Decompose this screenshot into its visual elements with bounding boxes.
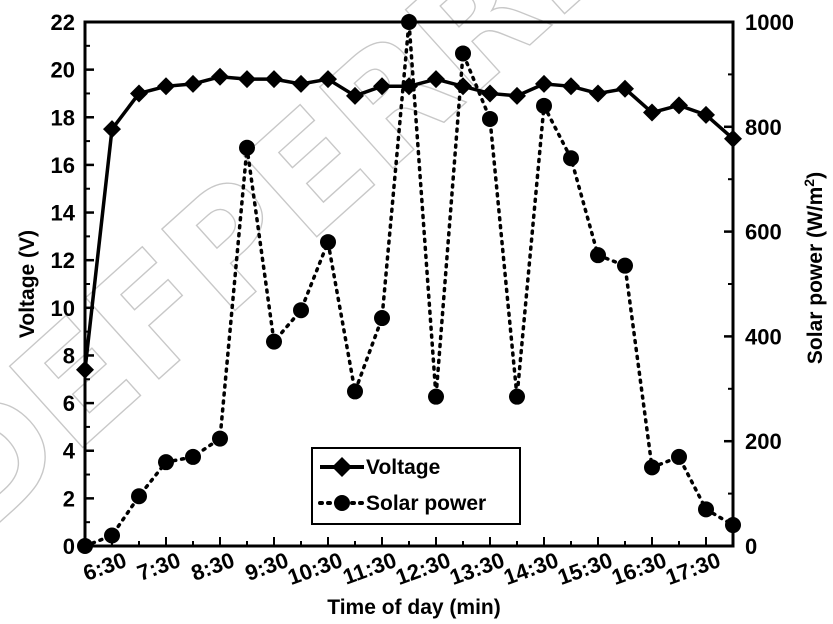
right-tick-label: 200 bbox=[745, 429, 782, 454]
voltage-point bbox=[562, 77, 580, 96]
solar-power-point bbox=[644, 459, 660, 476]
left-tick-label: 12 bbox=[51, 248, 75, 273]
solar-power-point bbox=[266, 333, 282, 350]
solar-power-point bbox=[239, 139, 255, 156]
legend: Voltage Solar power bbox=[311, 447, 521, 525]
right-tick-label: 400 bbox=[745, 324, 782, 349]
right-axis: 0 200 400 600 800 1000 bbox=[724, 10, 794, 559]
voltage-point bbox=[535, 74, 553, 93]
legend-voltage-marker bbox=[332, 457, 352, 477]
solar-power-point bbox=[563, 150, 579, 167]
solar-power-point bbox=[536, 97, 552, 114]
solar-power-point bbox=[212, 430, 228, 447]
voltage-point bbox=[616, 79, 634, 98]
solar-power-point bbox=[455, 45, 471, 62]
voltage-point bbox=[724, 129, 742, 148]
left-tick-label: 16 bbox=[51, 153, 75, 178]
voltage-point bbox=[103, 120, 121, 139]
right-axis-title-end: ) bbox=[804, 172, 827, 179]
legend-solar-label: Solar power bbox=[366, 492, 486, 515]
solar-power-point bbox=[158, 454, 174, 471]
left-tick-label: 14 bbox=[51, 201, 76, 226]
voltage-point bbox=[76, 360, 94, 379]
voltage-point bbox=[346, 86, 364, 105]
x-tick-label: 12:30 bbox=[392, 547, 453, 590]
left-tick-label: 0 bbox=[63, 534, 75, 559]
solar-power-point bbox=[77, 538, 93, 554]
x-tick-label: 8:30 bbox=[188, 547, 238, 586]
left-tick-label: 6 bbox=[63, 391, 75, 416]
voltage-point bbox=[643, 103, 661, 122]
solar-power-point bbox=[347, 383, 363, 400]
voltage-point bbox=[481, 84, 499, 103]
legend-voltage-label: Voltage bbox=[366, 456, 440, 479]
solar-power-point bbox=[320, 234, 336, 251]
solar-power-point bbox=[131, 488, 147, 505]
solar-power-point bbox=[104, 527, 120, 544]
legend-box bbox=[311, 447, 521, 525]
voltage-point bbox=[292, 74, 310, 93]
left-tick-label: 10 bbox=[51, 296, 75, 321]
x-tick-label: 14:30 bbox=[500, 547, 561, 590]
voltage-point bbox=[211, 67, 229, 86]
voltage-point bbox=[238, 70, 256, 89]
voltage-point bbox=[373, 77, 391, 96]
right-axis-title-main: Solar power (W/m bbox=[804, 187, 827, 364]
voltage-point bbox=[427, 70, 445, 89]
right-tick-label: 800 bbox=[745, 115, 782, 140]
legend-solar-marker bbox=[334, 495, 350, 511]
solar-power-point bbox=[401, 14, 417, 30]
voltage-point bbox=[157, 77, 175, 96]
voltage-point bbox=[319, 70, 337, 89]
voltage-point bbox=[130, 84, 148, 103]
solar-power-point bbox=[698, 501, 714, 518]
voltage-point bbox=[670, 96, 688, 115]
solar-power-point bbox=[374, 310, 390, 327]
left-tick-label: 2 bbox=[63, 486, 75, 511]
solar-power-point bbox=[482, 110, 498, 127]
x-axis-title: Time of day (min) bbox=[327, 596, 500, 619]
left-tick-label: 22 bbox=[51, 10, 75, 35]
x-tick-label: 11:30 bbox=[339, 547, 399, 589]
voltage-point bbox=[184, 74, 202, 93]
solar-power-point bbox=[428, 388, 444, 405]
x-tick-label: 17:30 bbox=[662, 547, 723, 590]
x-tick-label: 13:30 bbox=[446, 547, 507, 590]
left-axis-title: Voltage (V) bbox=[16, 230, 39, 338]
solar-power-point bbox=[617, 257, 633, 274]
voltage-point bbox=[265, 70, 283, 89]
left-tick-label: 4 bbox=[63, 439, 76, 464]
left-tick-label: 8 bbox=[63, 343, 75, 368]
series-layer bbox=[76, 14, 742, 554]
solar-power-point bbox=[185, 448, 201, 465]
x-tick-label: 7:30 bbox=[134, 547, 184, 586]
solar-power-point bbox=[293, 302, 309, 319]
voltage-point bbox=[508, 86, 526, 105]
right-axis-title-sup: 2 bbox=[801, 179, 817, 187]
solar-power-point bbox=[725, 517, 741, 534]
x-tick-label: 10:30 bbox=[284, 547, 345, 590]
voltage-point bbox=[697, 105, 715, 124]
left-tick-label: 20 bbox=[51, 58, 75, 83]
right-tick-label: 0 bbox=[745, 534, 757, 559]
right-tick-label: 600 bbox=[745, 220, 782, 245]
right-tick-label: 1000 bbox=[745, 10, 794, 35]
solar-power-point bbox=[671, 448, 687, 465]
left-tick-label: 18 bbox=[51, 105, 75, 130]
x-tick-label: 16:30 bbox=[608, 547, 669, 590]
voltage-point bbox=[589, 84, 607, 103]
solar-power-point bbox=[590, 247, 606, 264]
solar-power-point bbox=[509, 388, 525, 405]
left-axis: 0 2 4 6 8 10 12 14 16 18 20 22 bbox=[51, 10, 94, 559]
right-axis-title: Solar power (W/m2) bbox=[801, 172, 827, 364]
x-tick-label: 15:30 bbox=[554, 547, 615, 590]
